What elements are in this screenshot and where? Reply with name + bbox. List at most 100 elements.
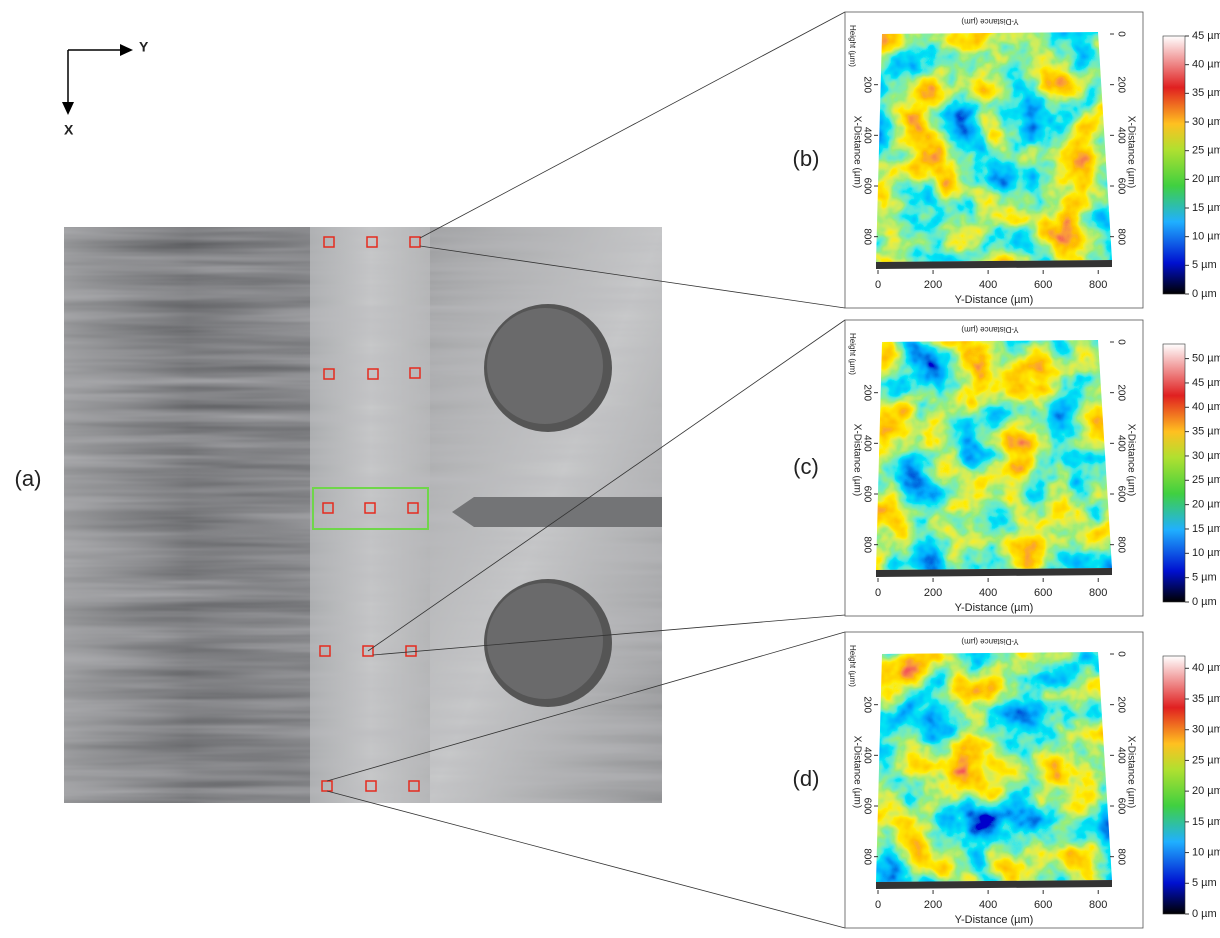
hole-plug <box>487 308 603 424</box>
colorbar-tick-label: 10 µm <box>1192 846 1220 858</box>
colorbar-tick-label: 25 µm <box>1192 474 1220 486</box>
panel-label: (d) <box>793 766 820 791</box>
x-tick-label: 200 <box>861 76 872 93</box>
colorbar-tick-label: 0 µm <box>1192 596 1217 608</box>
panel-label: (a) <box>15 466 42 491</box>
x-tick-label: 200 <box>1115 76 1126 93</box>
y-tick-label: 400 <box>979 899 997 911</box>
x-tick-label: 200 <box>861 696 872 713</box>
colorbar <box>1163 656 1185 914</box>
colorbar-tick-label: 10 µm <box>1192 547 1220 559</box>
colorbar-tick-label: 20 µm <box>1192 785 1220 797</box>
axis-label: Y-Distance (µm) <box>961 637 1019 646</box>
y-tick-label: 0 <box>875 899 881 911</box>
photo <box>64 227 662 803</box>
axis-label: X-Distance (µm) <box>1125 424 1136 496</box>
x-tick-label: 800 <box>1115 228 1126 245</box>
colorbar-tick-label: 35 µm <box>1192 426 1220 438</box>
axis-label: X-Distance (µm) <box>851 736 862 808</box>
surface-map <box>870 334 1120 574</box>
axis-label: X-Distance (µm) <box>851 424 862 496</box>
y-tick-label: 400 <box>979 279 997 291</box>
y-tick-label: 800 <box>1089 587 1107 599</box>
hole-plug <box>487 583 603 699</box>
colorbar-tick-label: 20 µm <box>1192 499 1220 511</box>
x-tick-label: 200 <box>861 384 872 401</box>
y-tick-label: 200 <box>924 587 942 599</box>
colorbar-tick-label: 5 µm <box>1192 572 1217 584</box>
colorbar-tick-label: 25 µm <box>1192 145 1220 157</box>
x-tick-label: 800 <box>1115 536 1126 553</box>
y-tick-label: 200 <box>924 899 942 911</box>
x-tick-label: 800 <box>861 228 872 245</box>
colorbar <box>1163 344 1185 602</box>
x-tick-label: 800 <box>861 536 872 553</box>
pointer <box>452 497 662 527</box>
colorbar-tick-label: 30 µm <box>1192 116 1220 128</box>
x-tick-label: 600 <box>1115 178 1126 195</box>
axis-label: Y-Distance (µm) <box>955 294 1034 306</box>
colorbar-tick-label: 45 µm <box>1192 377 1220 389</box>
colorbar-tick-label: 15 µm <box>1192 202 1220 214</box>
colorbar-tick-label: 5 µm <box>1192 259 1217 271</box>
x-tick-label: 600 <box>1115 798 1126 815</box>
x-direction-label: X <box>64 122 74 138</box>
y-tick-label: 600 <box>1034 279 1052 291</box>
y-tick-label: 600 <box>1034 587 1052 599</box>
x-tick-label: 800 <box>861 848 872 865</box>
x-tick-label: 400 <box>1115 435 1126 452</box>
panel-label: (b) <box>793 146 820 171</box>
x-tick-label: 400 <box>1115 127 1126 144</box>
surface-panel: 0 200 400 600 800 Y-Distance (µm) Y-Distance (… <box>845 632 1143 928</box>
colorbar-tick-label: 30 µm <box>1192 450 1220 462</box>
y-tick-label: 400 <box>979 587 997 599</box>
x-tick-label: 0 <box>1115 339 1126 345</box>
axis-label: X-Distance (µm) <box>851 116 862 188</box>
axis-label: Height (µm) <box>848 25 857 67</box>
colorbar-tick-label: 35 µm <box>1192 693 1220 705</box>
y-tick-label: 200 <box>924 279 942 291</box>
colorbar-tick-label: 40 µm <box>1192 59 1220 71</box>
arrowhead <box>62 102 74 115</box>
x-tick-label: 400 <box>1115 747 1126 764</box>
surface-panel: 0 200 400 600 800 Y-Distance (µm) Y-Distance (… <box>845 12 1143 308</box>
colorbar-tick-label: 15 µm <box>1192 523 1220 535</box>
axis-label: Y-Distance (µm) <box>961 325 1019 334</box>
x-tick-label: 0 <box>1115 651 1126 657</box>
zoom-line <box>327 791 845 928</box>
axis-label: X-Distance (µm) <box>1125 736 1136 808</box>
colorbar-tick-label: 5 µm <box>1192 877 1217 889</box>
colorbar-tick-label: 50 µm <box>1192 353 1220 365</box>
colorbar-tick-label: 10 µm <box>1192 231 1220 243</box>
axis-label: Height (µm) <box>848 645 857 687</box>
colorbar-tick-label: 45 µm <box>1192 30 1220 42</box>
colorbar <box>1163 36 1185 294</box>
axis-label: Y-Distance (µm) <box>961 17 1019 26</box>
y-tick-label: 800 <box>1089 899 1107 911</box>
y-tick-label: 0 <box>875 587 881 599</box>
x-tick-label: 200 <box>1115 384 1126 401</box>
axis-label: Y-Distance (µm) <box>955 914 1034 926</box>
surface-map <box>870 646 1120 886</box>
colorbar-tick-label: 25 µm <box>1192 754 1220 766</box>
axis-label: Height (µm) <box>848 333 857 375</box>
axis-label: X-Distance (µm) <box>1125 116 1136 188</box>
x-tick-label: 0 <box>1115 31 1126 37</box>
surface-panel: 0 200 400 600 800 Y-Distance (µm) Y-Distance (… <box>845 320 1143 616</box>
x-tick-label: 800 <box>1115 848 1126 865</box>
colorbar-tick-label: 0 µm <box>1192 908 1217 920</box>
colorbar-tick-label: 15 µm <box>1192 816 1220 828</box>
y-tick-label: 0 <box>875 279 881 291</box>
x-tick-label: 200 <box>1115 696 1126 713</box>
axis-label: Y-Distance (µm) <box>955 602 1034 614</box>
zoom-line <box>420 12 845 238</box>
arrowhead <box>120 44 133 56</box>
colorbar-tick-label: 35 µm <box>1192 87 1220 99</box>
colorbar-tick-label: 40 µm <box>1192 662 1220 674</box>
y-direction-label: Y <box>139 39 149 55</box>
x-tick-label: 600 <box>1115 486 1126 503</box>
axes-indicator: Y X <box>62 39 149 138</box>
surface-map <box>870 26 1120 266</box>
colorbar-tick-label: 30 µm <box>1192 724 1220 736</box>
figure: Y X (a) <box>0 0 1220 933</box>
